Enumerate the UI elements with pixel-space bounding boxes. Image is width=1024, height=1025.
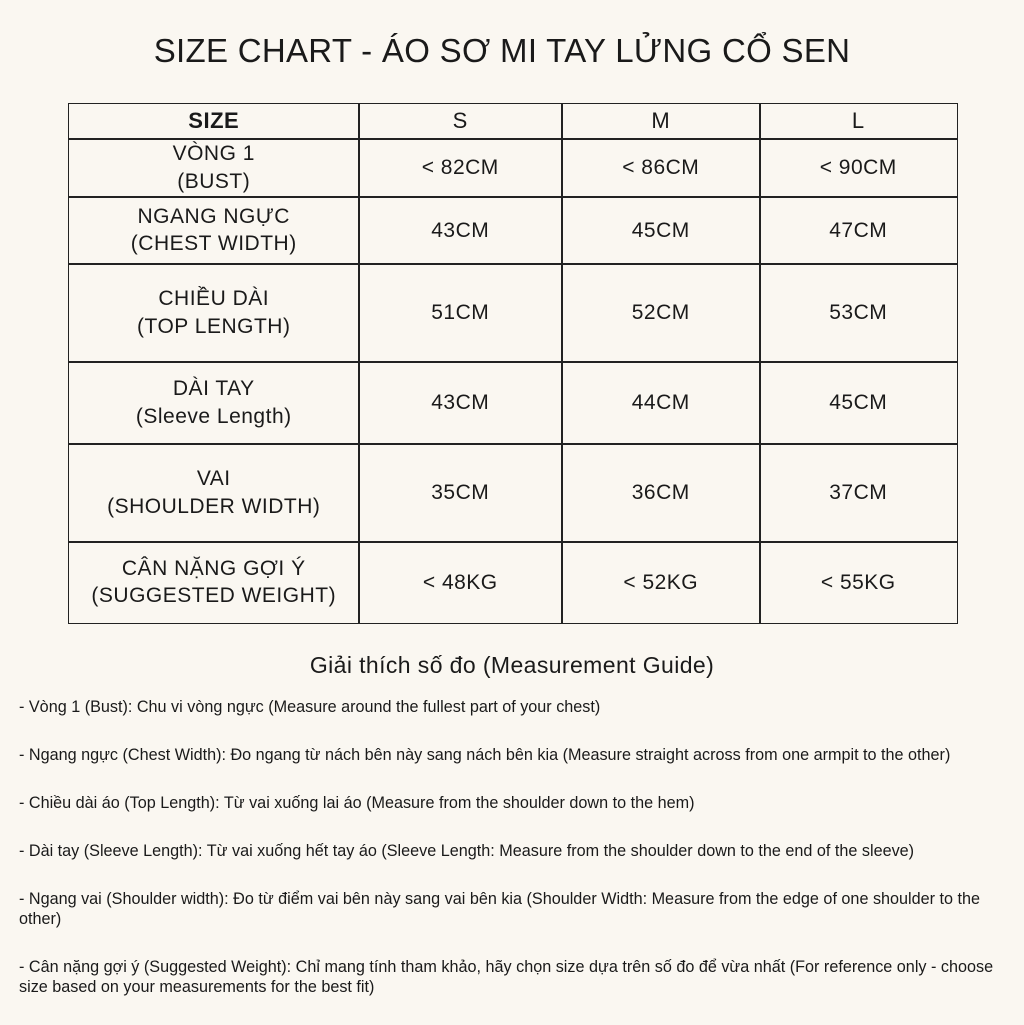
page-title: SIZE CHART - ÁO SƠ MI TAY LỬNG CỔ SEN xyxy=(153,32,851,69)
value-cell: 53CM xyxy=(759,263,958,363)
value-cell: 35CM xyxy=(358,443,563,543)
value-cell: < 48KG xyxy=(358,541,563,624)
value-cell: 36CM xyxy=(561,443,761,543)
row-label-cell: DÀI TAY (Sleeve Length) xyxy=(68,361,360,445)
row-label-cell: VAI (SHOULDER WIDTH) xyxy=(68,443,360,543)
header-cell: S xyxy=(358,103,563,140)
measurement-guide: - Vòng 1 (Bust): Chu vi vòng ngực (Measu… xyxy=(19,697,1009,1025)
header-cell: M xyxy=(561,103,761,140)
value-cell: 43CM xyxy=(358,196,563,265)
value-cell: 45CM xyxy=(759,361,958,445)
value-cell: < 90CM xyxy=(759,138,958,198)
header-cell: L xyxy=(759,103,958,140)
row-label-cell: CÂN NẶNG GỢI Ý (SUGGESTED WEIGHT) xyxy=(68,541,360,624)
row-label-cell: VÒNG 1 (BUST) xyxy=(68,138,360,198)
value-cell: 51CM xyxy=(358,263,563,363)
size-chart-table: SIZE S M L VÒNG 1 (BUST) < 82CM < 86CM < 90CM NG… xyxy=(68,103,958,624)
guide-item-sleeve: - Dài tay (Sleeve Length): Từ vai xuống … xyxy=(19,842,915,860)
value-cell: 45CM xyxy=(561,196,761,265)
guide-item-weight: - Cân nặng gợi ý (Suggested Weight): Chỉ… xyxy=(19,958,994,996)
value-cell: 52CM xyxy=(561,263,761,363)
value-cell: < 55KG xyxy=(759,541,958,624)
guide-item-length: - Chiều dài áo (Top Length): Từ vai xuốn… xyxy=(19,794,695,812)
row-label-cell: NGANG NGỰC (CHEST WIDTH) xyxy=(68,196,360,265)
value-cell: < 86CM xyxy=(561,138,761,198)
guide-item-chest: - Ngang ngực (Chest Width): Đo ngang từ … xyxy=(19,746,951,764)
guide-item-bust: - Vòng 1 (Bust): Chu vi vòng ngực (Measu… xyxy=(19,698,601,716)
value-cell: 37CM xyxy=(759,443,958,543)
row-label-cell: CHIỀU DÀI (TOP LENGTH) xyxy=(68,263,360,363)
value-cell: 44CM xyxy=(561,361,761,445)
value-cell: 43CM xyxy=(358,361,563,445)
value-cell: 47CM xyxy=(759,196,958,265)
guide-title: Giải thích số đo (Measurement Guide) xyxy=(309,652,715,678)
guide-item-shoulder: - Ngang vai (Shoulder width): Đo từ điểm… xyxy=(19,890,981,928)
value-cell: < 82CM xyxy=(358,138,563,198)
value-cell: < 52KG xyxy=(561,541,761,624)
header-cell: SIZE xyxy=(68,103,360,140)
